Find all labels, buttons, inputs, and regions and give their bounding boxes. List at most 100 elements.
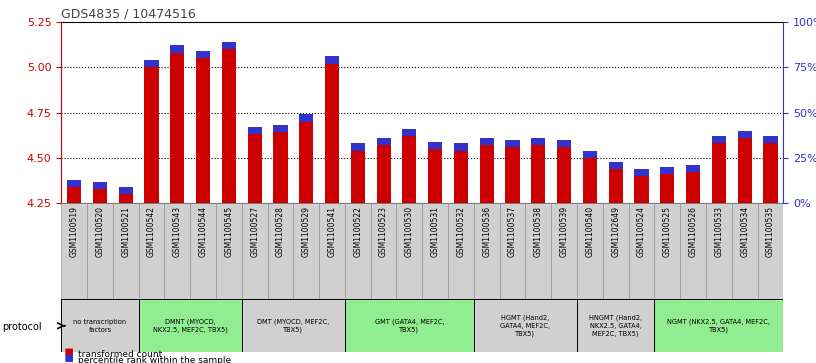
Bar [660, 167, 674, 174]
Bar [686, 165, 700, 172]
Bar [216, 203, 242, 299]
Text: no transcription
factors: no transcription factors [73, 319, 126, 333]
Bar [428, 149, 442, 203]
Bar [557, 147, 571, 203]
Bar [402, 136, 416, 203]
Bar [609, 169, 623, 203]
Bar [222, 49, 236, 203]
Bar [242, 203, 268, 299]
Bar [712, 143, 726, 203]
Bar [577, 203, 603, 299]
Bar [113, 203, 139, 299]
Text: GSM1100537: GSM1100537 [508, 206, 517, 257]
Bar [93, 182, 107, 189]
Bar [370, 203, 397, 299]
Bar [505, 147, 520, 203]
Bar [190, 203, 216, 299]
Text: percentile rank within the sample: percentile rank within the sample [78, 356, 232, 363]
Bar [164, 203, 190, 299]
Text: GSM1100530: GSM1100530 [405, 206, 414, 257]
Text: GSM1100532: GSM1100532 [456, 206, 465, 257]
Bar [757, 203, 783, 299]
Bar [603, 203, 628, 299]
Bar [376, 145, 391, 203]
Text: GSM1102649: GSM1102649 [611, 206, 620, 257]
Bar [273, 132, 287, 203]
Bar [480, 145, 494, 203]
Text: GSM1100542: GSM1100542 [147, 206, 156, 257]
Text: GSM1100524: GSM1100524 [637, 206, 646, 257]
Bar [118, 194, 133, 203]
Bar [242, 299, 345, 352]
Text: GSM1100525: GSM1100525 [663, 206, 672, 257]
Bar [531, 138, 545, 145]
Bar [196, 58, 211, 203]
Bar [686, 172, 700, 203]
Bar [222, 42, 236, 49]
Text: GSM1100521: GSM1100521 [122, 206, 131, 257]
Bar [654, 203, 681, 299]
Bar [738, 138, 752, 203]
Bar [454, 151, 468, 203]
Bar [634, 176, 649, 203]
Bar [428, 142, 442, 149]
Bar [325, 56, 339, 64]
Bar [247, 134, 262, 203]
Text: GSM1100543: GSM1100543 [173, 206, 182, 257]
Bar [634, 169, 649, 176]
Text: ▪: ▪ [64, 350, 74, 363]
Text: GSM1100526: GSM1100526 [689, 206, 698, 257]
Bar [505, 140, 520, 147]
Bar [474, 203, 499, 299]
Text: transformed count: transformed count [78, 350, 162, 359]
Bar [712, 136, 726, 143]
Bar [706, 203, 732, 299]
Bar [583, 158, 597, 203]
Bar [61, 203, 87, 299]
Bar [351, 143, 365, 151]
Text: GSM1100534: GSM1100534 [740, 206, 749, 257]
Bar [87, 203, 113, 299]
Bar [171, 53, 184, 203]
Bar [474, 299, 577, 352]
Bar [61, 299, 139, 352]
Bar [345, 203, 370, 299]
Text: ▪: ▪ [64, 344, 74, 359]
Bar [247, 127, 262, 134]
Bar [118, 187, 133, 194]
Bar [531, 145, 545, 203]
Bar [67, 180, 81, 187]
Bar [171, 45, 184, 53]
Bar [351, 151, 365, 203]
Text: GSM1100523: GSM1100523 [379, 206, 388, 257]
Bar [557, 140, 571, 147]
Bar [139, 299, 242, 352]
Text: GSM1100528: GSM1100528 [276, 206, 285, 257]
Text: HGMT (Hand2,
GATA4, MEF2C,
TBX5): HGMT (Hand2, GATA4, MEF2C, TBX5) [500, 315, 551, 337]
Bar [196, 51, 211, 58]
Bar [454, 143, 468, 151]
Text: GSM1100544: GSM1100544 [198, 206, 207, 257]
Bar [144, 67, 158, 203]
Bar [268, 203, 293, 299]
Bar [319, 203, 345, 299]
Text: GSM1100538: GSM1100538 [534, 206, 543, 257]
Bar [144, 60, 158, 67]
Text: GSM1100533: GSM1100533 [714, 206, 723, 257]
Bar [654, 299, 783, 352]
Bar [448, 203, 474, 299]
Text: GDS4835 / 10474516: GDS4835 / 10474516 [61, 8, 196, 21]
Bar [764, 136, 778, 143]
Bar [526, 203, 552, 299]
Text: GSM1100536: GSM1100536 [482, 206, 491, 257]
Text: HNGMT (Hand2,
NKX2.5, GATA4,
MEF2C, TBX5): HNGMT (Hand2, NKX2.5, GATA4, MEF2C, TBX5… [589, 315, 642, 337]
Text: GSM1100520: GSM1100520 [95, 206, 104, 257]
Bar [480, 138, 494, 145]
Text: GSM1100529: GSM1100529 [302, 206, 311, 257]
Text: NGMT (NKX2.5, GATA4, MEF2C,
TBX5): NGMT (NKX2.5, GATA4, MEF2C, TBX5) [667, 319, 770, 333]
Text: GSM1100541: GSM1100541 [327, 206, 336, 257]
Bar [552, 203, 577, 299]
Bar [345, 299, 474, 352]
Bar [325, 64, 339, 203]
Bar [397, 203, 423, 299]
